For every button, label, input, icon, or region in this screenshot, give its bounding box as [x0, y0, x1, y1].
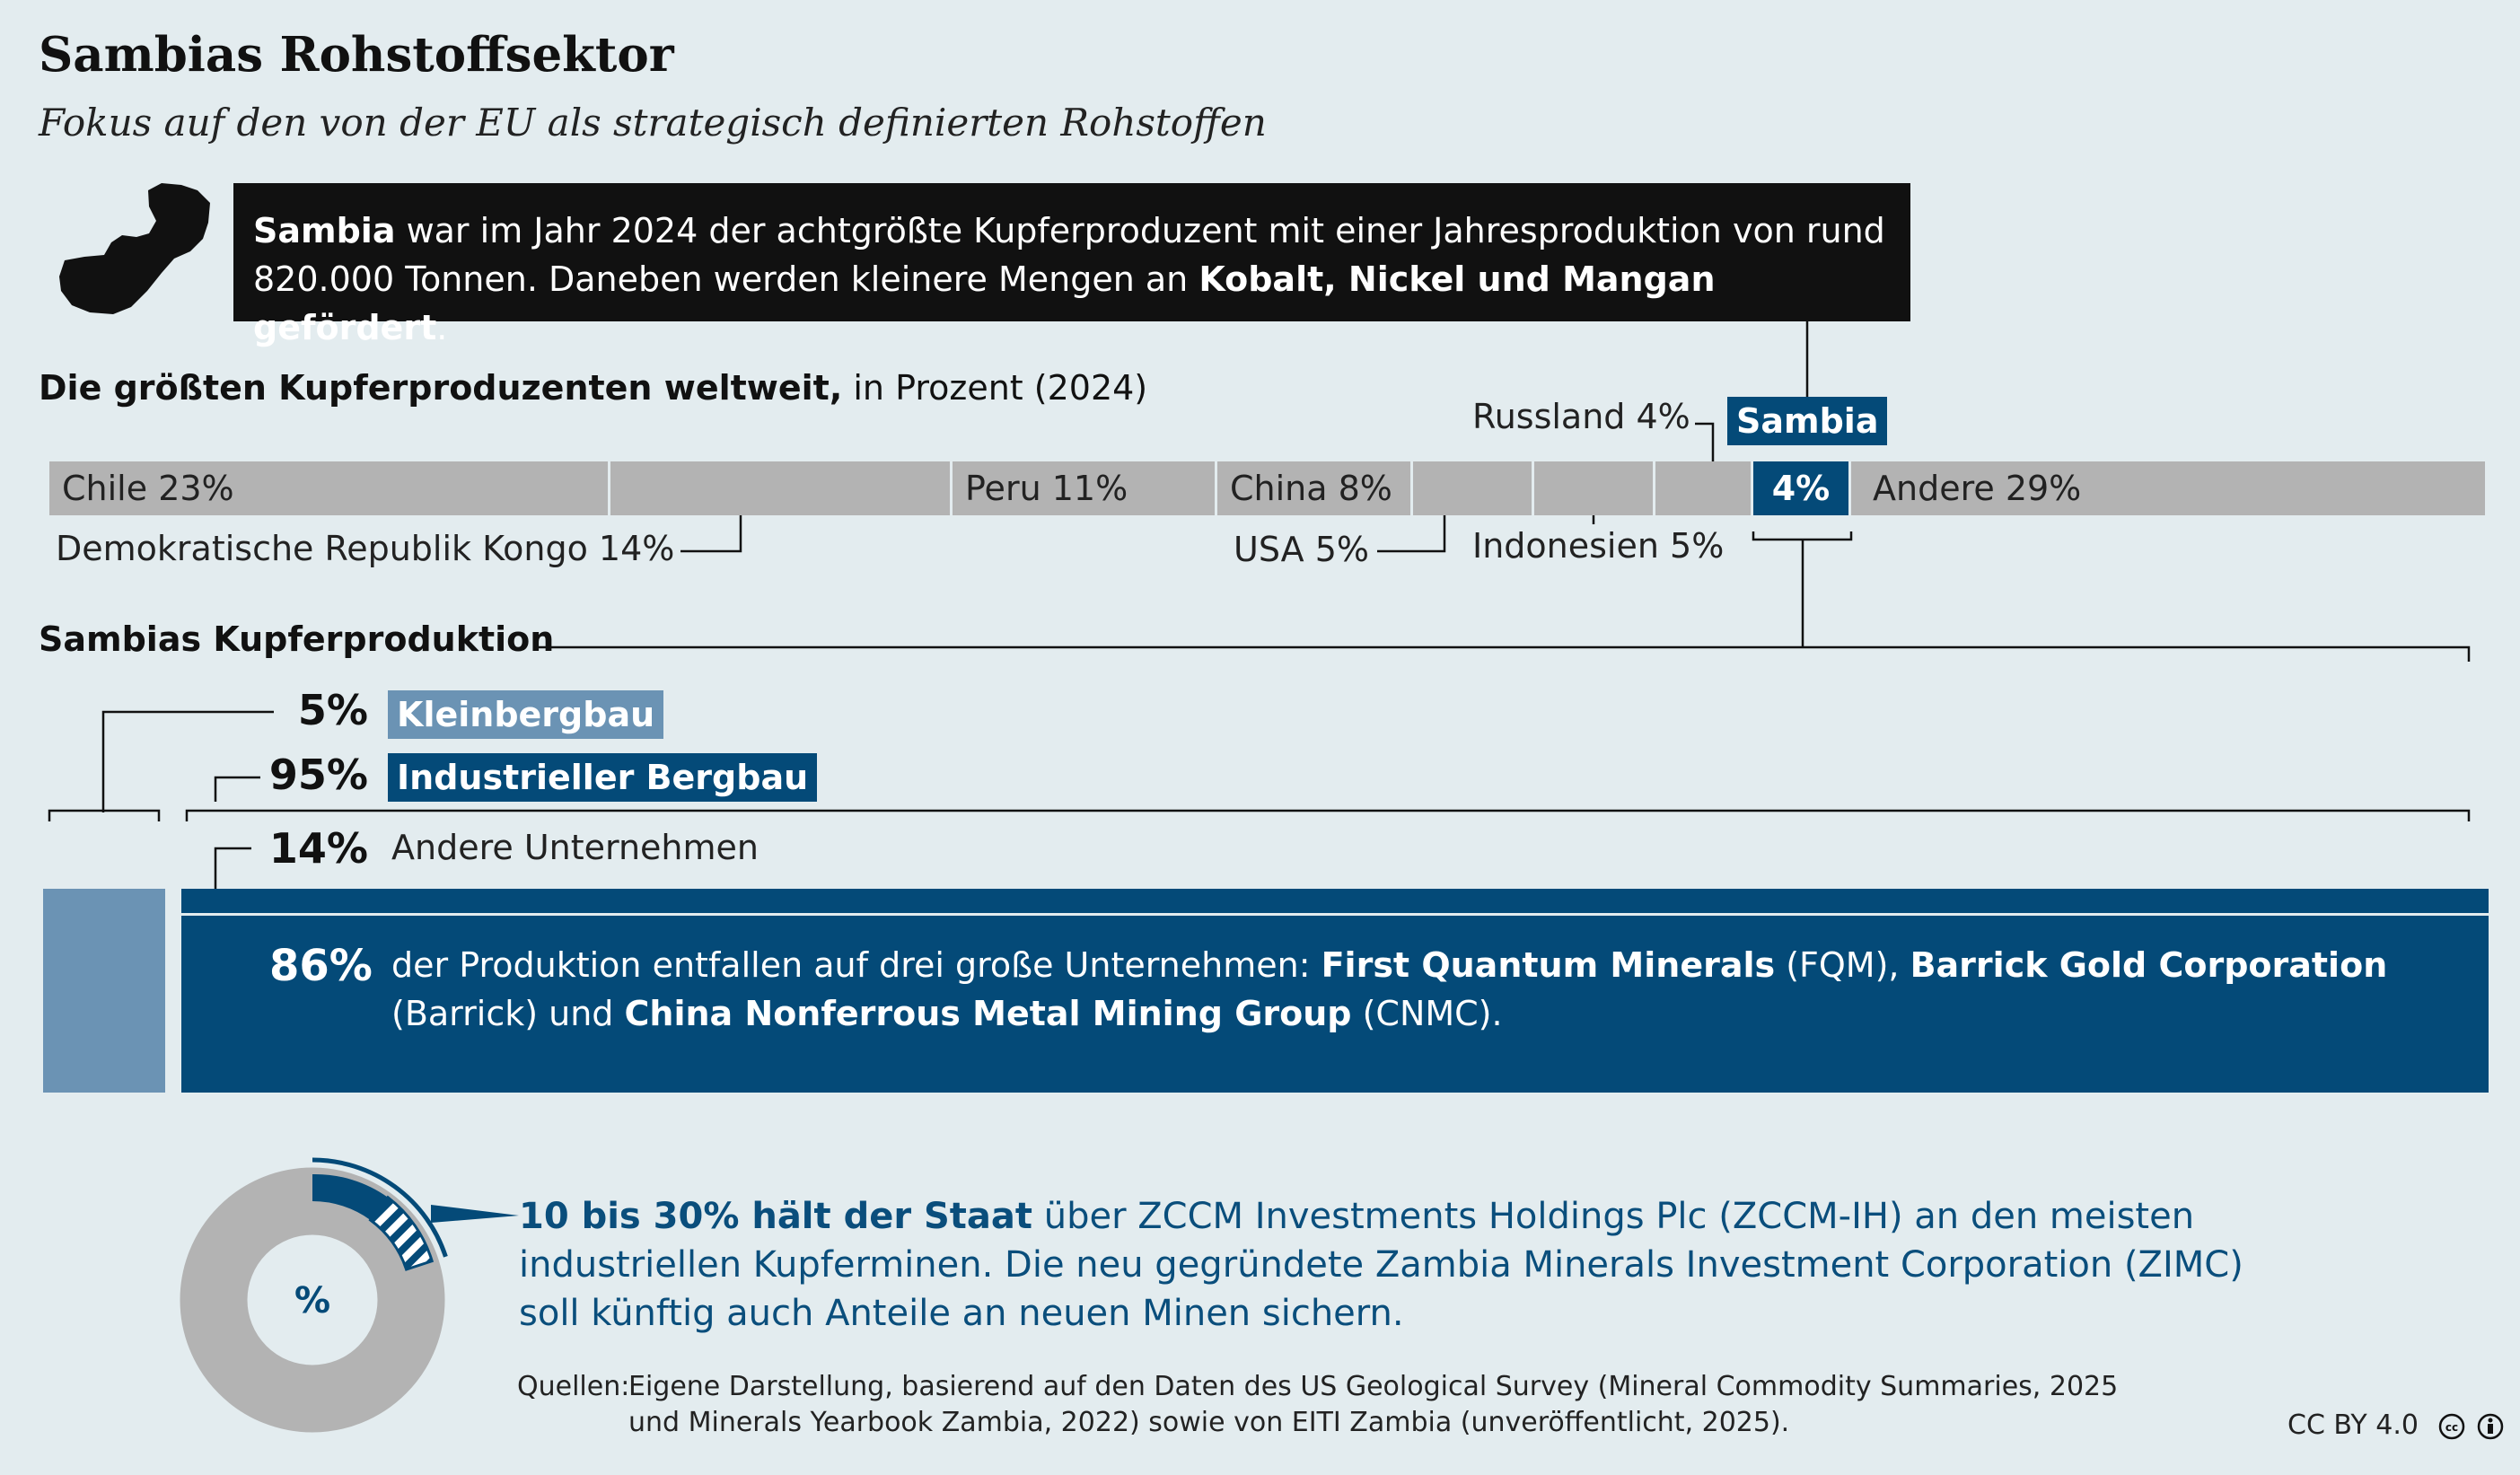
- donut-center-label: %: [294, 1280, 330, 1321]
- bar-segment-chile: Chile 23%: [49, 461, 610, 515]
- bar-segment-sambia: 4%: [1753, 461, 1851, 515]
- bar-label-indonesien: Indonesien 5%: [1472, 526, 1725, 566]
- source-label: Quellen:: [517, 1371, 630, 1402]
- bar-label-sambia: 4%: [1753, 461, 1848, 515]
- zambia-map-icon: [59, 183, 210, 314]
- bar-separator: [181, 913, 2489, 916]
- kleinbergbau-pct: 5%: [297, 686, 368, 734]
- bar-segment-peru: Peru 11%: [953, 461, 1217, 515]
- grosse-unternehmen-text: der Produktion entfallen auf drei große …: [391, 945, 2388, 1033]
- license: CC BY 4.0 cc: [2287, 1409, 2504, 1441]
- page-title: Sambias Rohstoffsektor: [39, 27, 674, 83]
- andere-unternehmen-bar: [181, 889, 2489, 916]
- intro-bold-zambia: Sambia: [253, 211, 396, 250]
- grosse-unternehmen-pct: 86%: [269, 941, 373, 991]
- source-note: Quellen: Eigene Darstellung, basierend a…: [517, 1369, 2133, 1441]
- sambia-highlight-tag: Sambia: [1727, 397, 1888, 445]
- bar-label-peru: Peru 11%: [965, 469, 1128, 508]
- intro-text-1: war im Jahr 2024 der achtgrößte Kupferpr…: [253, 211, 1885, 299]
- production-section-title: Sambias Kupferproduktion: [39, 619, 555, 659]
- bar-segment-usa: [1413, 461, 1534, 515]
- state-share-text: 10 bis 30% hält der Staat über ZCCM Inve…: [519, 1196, 2243, 1334]
- kleinbergbau-tag: Kleinbergbau: [388, 690, 664, 739]
- bar-segment-russland: [1655, 461, 1753, 515]
- bar-segment-andere: Andere 29%: [1851, 461, 2485, 515]
- andere-unternehmen-label: Andere Unternehmen: [391, 828, 759, 867]
- intro-bold-minerals: Kobalt, Nickel und Mangan gefördert: [253, 259, 1716, 347]
- bar-label-chile: Chile 23%: [62, 469, 234, 508]
- license-text: CC BY 4.0: [2287, 1409, 2419, 1441]
- industriell-pct: 95%: [268, 751, 368, 799]
- donut-state-range: [368, 1195, 435, 1271]
- grosse-unternehmen-bar: [181, 916, 2489, 1093]
- intro-infobox: Sambia war im Jahr 2024 der achtgrößte K…: [233, 183, 1910, 347]
- bar-label-kongo: Demokratische Republik Kongo 14%: [56, 529, 675, 568]
- cc-icon: cc: [2438, 1413, 2464, 1439]
- by-icon: [2477, 1413, 2504, 1439]
- bar-segment-china: China 8%: [1217, 461, 1413, 515]
- source-text: Eigene Darstellung, basierend auf den Da…: [628, 1371, 2119, 1438]
- bar-label-usa: USA 5%: [1234, 530, 1369, 569]
- donut-highlight-arc: [312, 1157, 448, 1258]
- state-share-donut: %: [180, 1157, 519, 1433]
- kleinbergbau-bar: [43, 889, 165, 1093]
- bar-label-russland: Russland 4%: [1472, 397, 1690, 436]
- donut-pointer: [431, 1205, 519, 1223]
- svg-text:cc: cc: [2445, 1421, 2457, 1434]
- industriell-tag: Industrieller Bergbau: [388, 753, 818, 802]
- bar-segment-kongo: [610, 461, 953, 515]
- bar-segment-indonesien: [1534, 461, 1655, 515]
- intro-text-2: .: [436, 308, 448, 347]
- page-subtitle: Fokus auf den von der EU als strategisch…: [39, 101, 1267, 145]
- donut-state-min: [312, 1173, 388, 1220]
- bar-label-china: China 8%: [1230, 469, 1392, 508]
- andere-unternehmen-pct: 14%: [268, 824, 368, 873]
- bar-label-andere: Andere 29%: [1873, 469, 2082, 508]
- producers-chart-title: Die größten Kupferproduzenten weltweit, …: [39, 368, 1148, 408]
